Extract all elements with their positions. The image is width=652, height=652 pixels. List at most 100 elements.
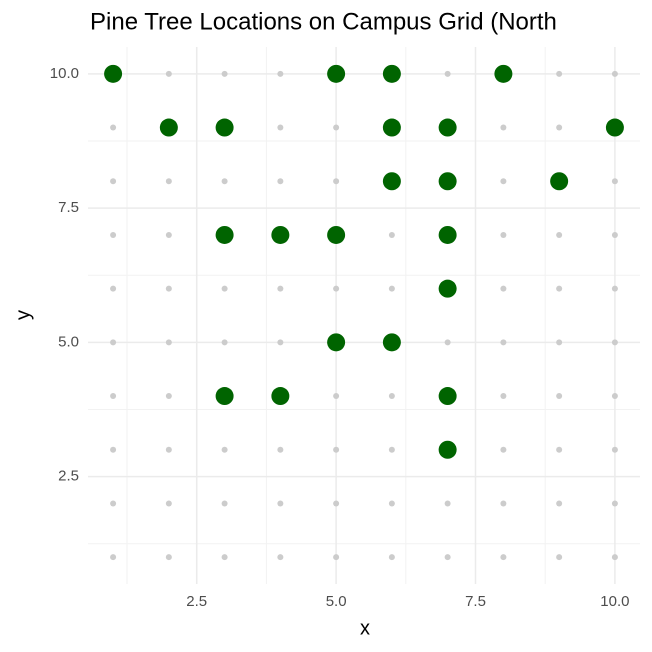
grid-point: [556, 124, 563, 131]
grid-point: [110, 285, 117, 292]
grid-point: [611, 554, 618, 561]
grid-point: [277, 70, 284, 77]
grid-point: [500, 285, 507, 292]
pine-tree-point: [327, 64, 346, 83]
grid-point: [333, 446, 340, 453]
grid-point: [221, 285, 228, 292]
grid-point: [221, 339, 228, 346]
pine-tree-point: [438, 387, 457, 406]
grid-point: [221, 446, 228, 453]
grid-point: [165, 500, 172, 507]
pine-tree-point: [438, 279, 457, 298]
grid-point: [388, 285, 395, 292]
grid-point: [333, 124, 340, 131]
grid-point: [110, 231, 117, 238]
grid-point: [221, 500, 228, 507]
grid-point: [277, 339, 284, 346]
grid-point: [556, 446, 563, 453]
y-axis-label: y: [12, 310, 34, 320]
grid-point: [500, 554, 507, 561]
grid-point: [500, 446, 507, 453]
pine-tree-point: [605, 118, 624, 137]
grid-point: [388, 231, 395, 238]
grid-point: [277, 446, 284, 453]
grid-point: [611, 285, 618, 292]
x-tick-label: 10.0: [600, 593, 629, 610]
pine-tree-point: [438, 225, 457, 244]
grid-point: [500, 231, 507, 238]
grid-point: [110, 339, 117, 346]
grid-point: [277, 554, 284, 561]
grid-point: [277, 124, 284, 131]
grid-point: [388, 500, 395, 507]
pine-tree-point: [438, 440, 457, 459]
pine-tree-point: [494, 64, 513, 83]
pine-tree-point: [215, 225, 234, 244]
pine-tree-point: [382, 64, 401, 83]
grid-point: [165, 339, 172, 346]
grid-point: [500, 178, 507, 185]
grid-point: [556, 554, 563, 561]
grid-point: [556, 70, 563, 77]
grid-point: [444, 339, 451, 346]
grid-point: [611, 446, 618, 453]
grid-point: [388, 446, 395, 453]
grid-point: [165, 554, 172, 561]
y-tick-label: 5.0: [58, 333, 79, 350]
pine-tree-point: [327, 225, 346, 244]
grid-point: [611, 393, 618, 400]
grid-point: [611, 178, 618, 185]
grid-point: [444, 500, 451, 507]
grid-point: [500, 393, 507, 400]
grid-point: [165, 446, 172, 453]
grid-point: [277, 285, 284, 292]
grid-point: [165, 393, 172, 400]
grid-point: [500, 500, 507, 507]
pine-tree-point: [550, 172, 569, 191]
pine-tree-point: [327, 333, 346, 352]
pine-tree-point: [438, 172, 457, 191]
pine-tree-point: [382, 172, 401, 191]
y-tick-label: 10.0: [50, 65, 79, 82]
grid-point: [165, 231, 172, 238]
grid-point: [221, 70, 228, 77]
grid-point: [333, 285, 340, 292]
grid-point: [556, 285, 563, 292]
grid-point: [165, 70, 172, 77]
pine-tree-point: [382, 118, 401, 137]
grid-point: [556, 231, 563, 238]
grid-point: [333, 554, 340, 561]
grid-point: [110, 393, 117, 400]
grid-point: [388, 393, 395, 400]
grid-point: [611, 231, 618, 238]
grid-point: [611, 500, 618, 507]
grid-point: [556, 500, 563, 507]
grid-point: [110, 554, 117, 561]
grid-point: [165, 178, 172, 185]
grid-point: [221, 178, 228, 185]
grid-point: [277, 500, 284, 507]
grid-point: [556, 393, 563, 400]
grid-point: [333, 500, 340, 507]
x-tick-label: 2.5: [186, 593, 207, 610]
grid-point: [110, 124, 117, 131]
grid-point: [611, 70, 618, 77]
x-tick-label: 7.5: [465, 593, 486, 610]
pine-tree-point: [104, 64, 123, 83]
pine-tree-point: [438, 118, 457, 137]
chart-title: Pine Tree Locations on Campus Grid (Nort…: [90, 8, 557, 35]
grid-point: [500, 339, 507, 346]
grid-point: [110, 178, 117, 185]
grid-point: [221, 554, 228, 561]
pine-tree-point: [271, 225, 290, 244]
x-axis-label: x: [360, 617, 370, 639]
y-tick-label: 2.5: [58, 468, 79, 485]
pine-tree-point: [159, 118, 178, 137]
pine-tree-point: [382, 333, 401, 352]
y-tick-label: 7.5: [58, 199, 79, 216]
grid-point: [500, 124, 507, 131]
grid-point: [556, 339, 563, 346]
grid-point: [444, 70, 451, 77]
grid-point: [611, 339, 618, 346]
